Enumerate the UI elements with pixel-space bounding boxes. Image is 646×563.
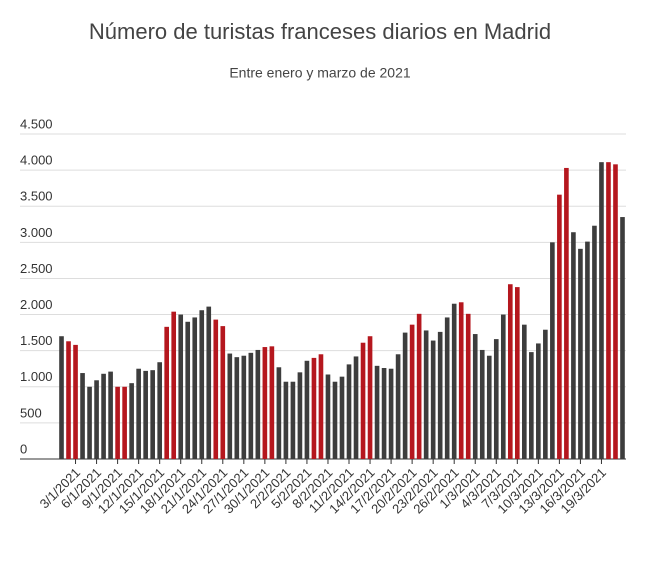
bar (578, 248, 583, 459)
bar (318, 354, 324, 459)
bar (241, 355, 247, 459)
bar (101, 373, 106, 459)
bar (437, 331, 443, 459)
bar (416, 313, 422, 459)
bar (87, 386, 92, 459)
y-tick-label: 2.000 (20, 297, 53, 312)
y-tick-label: 4.500 (20, 116, 53, 131)
bar (122, 386, 127, 459)
bar (108, 371, 113, 459)
bar (451, 303, 457, 459)
bar (493, 339, 499, 459)
bar (192, 317, 198, 459)
bar (255, 349, 261, 459)
y-tick-label: 3.000 (20, 225, 53, 240)
bar (80, 373, 85, 459)
y-tick-label: 2.500 (20, 261, 53, 276)
bar (164, 326, 170, 459)
bar (599, 162, 604, 459)
bar (73, 344, 78, 459)
y-tick-label: 0 (20, 441, 27, 456)
bar (409, 324, 415, 459)
bar (557, 194, 562, 459)
bar (564, 167, 569, 459)
bar (59, 336, 64, 459)
y-tick-label: 1.000 (20, 369, 53, 384)
bar (178, 314, 184, 459)
bar (514, 287, 520, 459)
y-tick-label: 1.500 (20, 333, 53, 348)
bar (353, 356, 359, 459)
bar (423, 330, 429, 459)
bar (346, 364, 352, 459)
bar (381, 368, 387, 459)
bar (185, 321, 191, 459)
bar (206, 306, 212, 459)
chart-title: Número de turistas franceses diarios en … (89, 19, 551, 44)
bar (507, 284, 513, 459)
bar (234, 357, 240, 459)
bar (213, 319, 219, 459)
bar (311, 357, 317, 459)
bar (465, 313, 471, 459)
bar (262, 347, 268, 459)
bar (606, 162, 611, 459)
bar (500, 314, 506, 459)
bar (613, 164, 618, 460)
bar (157, 362, 162, 459)
bar (479, 349, 485, 459)
bar (129, 383, 134, 459)
bar (269, 346, 275, 459)
bar (374, 365, 380, 459)
bar (620, 217, 625, 459)
bar (150, 370, 155, 459)
bar (276, 367, 282, 459)
bar (571, 232, 576, 459)
bar (94, 380, 99, 459)
bar (290, 381, 296, 459)
bar (199, 310, 205, 459)
bar (388, 368, 394, 459)
bar (522, 324, 527, 459)
bar (171, 311, 177, 459)
bar (248, 352, 254, 459)
bar (332, 381, 338, 459)
y-tick-label: 4.000 (20, 153, 53, 168)
bar (592, 225, 597, 459)
bar (143, 370, 148, 459)
bar (444, 317, 450, 459)
bar (136, 368, 141, 459)
bar (227, 353, 233, 459)
bar (325, 374, 331, 459)
bar (304, 360, 310, 459)
bar (115, 386, 120, 459)
bar (585, 241, 590, 459)
bar (458, 302, 464, 459)
chart-subtitle: Entre enero y marzo de 2021 (229, 65, 411, 81)
bar (486, 355, 492, 459)
bar (550, 242, 555, 459)
y-tick-label: 500 (20, 405, 42, 420)
bar (529, 352, 534, 459)
bar (339, 376, 345, 459)
bar (472, 334, 478, 459)
bar (536, 343, 541, 459)
bar (430, 340, 436, 459)
bar (402, 332, 408, 459)
bar (283, 381, 289, 459)
bar (367, 336, 373, 459)
bar (543, 329, 548, 459)
bar (66, 341, 71, 459)
bar (220, 326, 226, 459)
y-tick-label: 3.500 (20, 189, 53, 204)
bar (395, 354, 401, 459)
bar (297, 372, 303, 459)
bar (360, 342, 366, 459)
